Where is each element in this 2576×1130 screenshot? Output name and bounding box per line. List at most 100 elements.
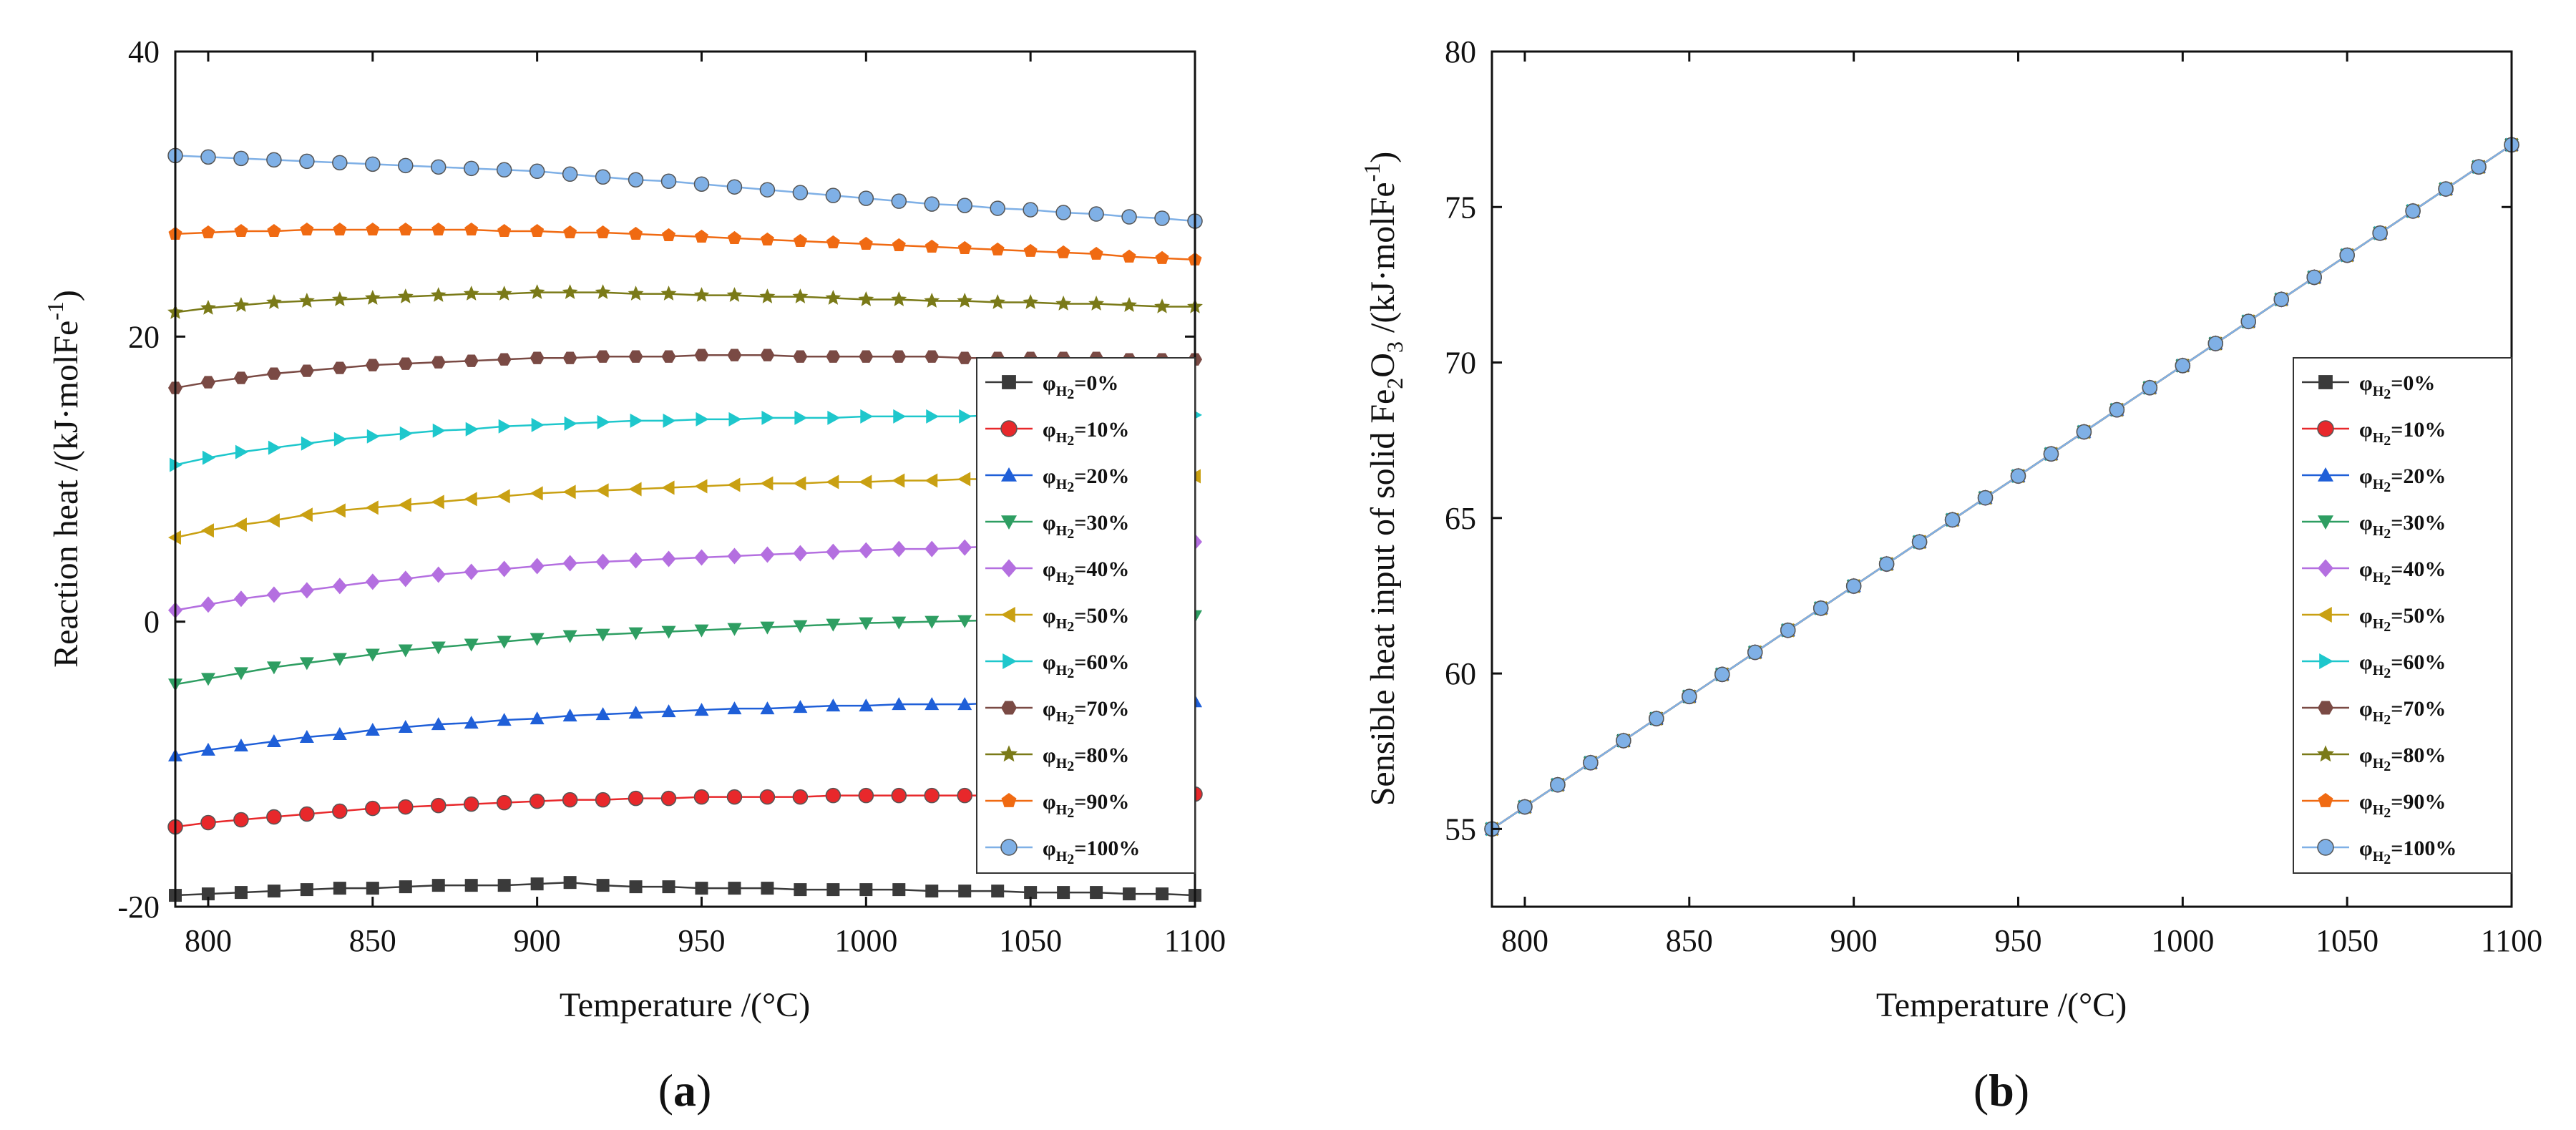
data-point (530, 633, 545, 646)
data-point (859, 542, 874, 559)
x-tick-label: 850 (349, 923, 396, 958)
series-φH2=100% (1484, 137, 2519, 837)
data-point (595, 284, 611, 299)
data-point (663, 413, 676, 428)
data-point (398, 644, 413, 658)
data-point (562, 630, 577, 643)
data-point (926, 409, 940, 424)
data-point (332, 578, 347, 595)
data-point (693, 789, 710, 805)
data-point (332, 155, 348, 171)
data-point (398, 799, 414, 815)
x-tick-label: 1050 (2316, 923, 2379, 958)
data-point (924, 473, 938, 488)
data-point (497, 223, 512, 238)
data-point (266, 586, 281, 603)
data-point (924, 350, 940, 363)
data-point (825, 787, 841, 804)
data-point (365, 359, 380, 371)
data-point (366, 429, 380, 444)
data-point (958, 885, 972, 898)
data-point (628, 552, 643, 569)
data-point (2076, 424, 2092, 440)
legend-marker (1001, 607, 1015, 623)
data-point (301, 436, 314, 451)
data-point (464, 354, 479, 367)
data-point (595, 350, 610, 363)
data-point (233, 667, 248, 681)
data-point (696, 411, 709, 427)
data-point (924, 540, 940, 557)
data-point (399, 222, 413, 236)
series-line (175, 155, 1196, 223)
data-point (793, 476, 806, 491)
data-point (265, 294, 282, 309)
legend-label: φH2=70% (1043, 697, 1129, 728)
data-point (1550, 776, 1566, 793)
data-point (332, 727, 347, 741)
data-point (233, 371, 248, 384)
data-point (300, 883, 313, 897)
data-point (629, 226, 643, 240)
data-point (629, 880, 643, 894)
data-point (693, 176, 710, 192)
data-point (694, 549, 709, 566)
data-point (661, 350, 676, 363)
data-point (562, 792, 578, 808)
data-point (1023, 202, 1038, 218)
panel-a-reaction-heat-chart: 800 850 900 950 1000 1050 1100 -20 0 20 40 Tempera… (42, 34, 1226, 1116)
data-point (530, 486, 543, 501)
data-point (564, 416, 577, 431)
data-point (858, 787, 874, 804)
data-point (430, 797, 447, 814)
data-point (826, 543, 841, 560)
data-point (957, 697, 972, 711)
data-point (235, 444, 248, 459)
legend-marker (1001, 793, 1017, 807)
data-point (365, 573, 380, 590)
data-point (399, 426, 413, 441)
data-point (464, 563, 479, 580)
data-point (1649, 711, 1664, 726)
data-point (858, 190, 874, 206)
data-point (660, 286, 677, 301)
data-point (1156, 887, 1169, 901)
data-point (1089, 246, 1103, 260)
data-point (2306, 269, 2322, 286)
data-point (760, 701, 775, 715)
data-point (892, 883, 906, 897)
panel-a-legend: φH2=0% φH2=10% φH2=20% φH2=30% φH2=40% φH2=50… (976, 357, 1196, 874)
data-point (661, 704, 676, 718)
data-point (1055, 205, 1071, 220)
data-point (530, 557, 545, 575)
data-point (562, 484, 576, 500)
data-point (727, 623, 742, 636)
data-point (201, 225, 215, 239)
data-point (398, 157, 414, 174)
data-point (1154, 210, 1170, 226)
x-tick-label: 900 (1830, 923, 1878, 958)
legend-label: φH2=70% (2359, 697, 2446, 728)
data-point (825, 187, 841, 203)
data-point (826, 618, 841, 632)
y-tick-label: 40 (128, 34, 160, 69)
data-point (266, 661, 281, 675)
x-tick-label: 900 (514, 923, 561, 958)
data-point (1154, 298, 1170, 313)
data-point (497, 560, 512, 578)
legend-marker (2318, 607, 2332, 623)
data-point (827, 410, 841, 425)
data-point (531, 417, 545, 432)
series-φH2=90% (168, 222, 1202, 266)
data-point (200, 596, 215, 613)
data-point (825, 290, 841, 305)
data-point (233, 738, 248, 751)
data-point (595, 553, 610, 570)
data-point (333, 432, 347, 447)
legend-marker (1001, 559, 1017, 578)
legend-label: φH2=20% (1043, 464, 1129, 495)
data-point (794, 883, 807, 897)
data-point (892, 350, 907, 363)
data-point (859, 617, 874, 630)
data-point (595, 483, 609, 498)
